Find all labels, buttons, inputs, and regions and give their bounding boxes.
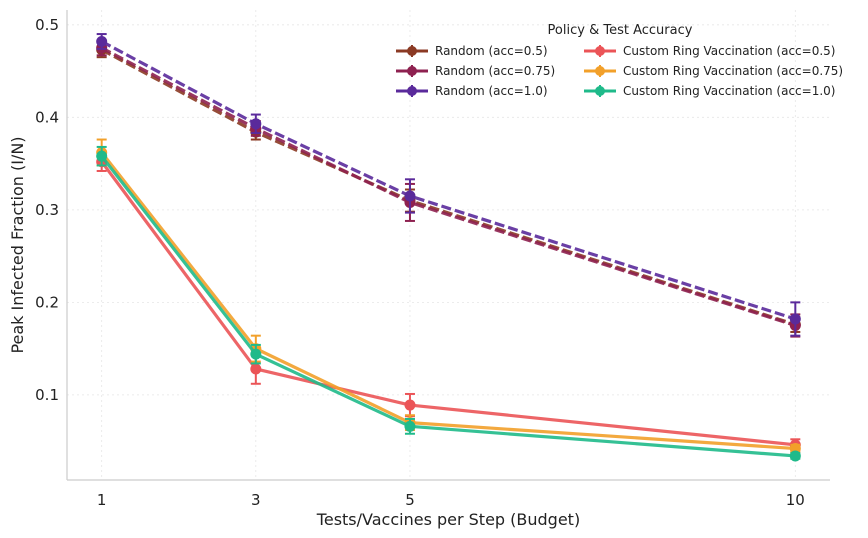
legend-entry-label: Custom Ring Vaccination (acc=1.0): [623, 84, 835, 98]
x-axis-label: Tests/Vaccines per Step (Budget): [316, 510, 580, 529]
legend-title: Policy & Test Accuracy: [548, 23, 693, 38]
legend-swatch-marker: [407, 46, 417, 56]
legend-entry-label: Custom Ring Vaccination (acc=0.75): [623, 64, 843, 78]
legend-swatch-marker: [407, 66, 417, 76]
x-tick-label: 10: [786, 491, 805, 509]
y-tick-label: 0.3: [35, 201, 59, 219]
x-tick-label: 1: [97, 491, 107, 509]
legend-swatch-marker: [407, 86, 417, 96]
axes: 1 3 5 10 0.1 0.2 0.3 0.4 0.5: [35, 10, 830, 509]
x-tick-label: 3: [251, 491, 261, 509]
y-tick-label: 0.1: [35, 386, 59, 404]
data-point: [250, 348, 262, 360]
y-axis-label: Peak Infected Fraction (I/N): [8, 136, 27, 353]
data-point: [96, 35, 108, 47]
data-point: [404, 190, 416, 202]
data-point: [250, 363, 262, 375]
y-tick-label: 0.5: [35, 16, 59, 34]
legend-entry-label: Custom Ring Vaccination (acc=0.5): [623, 44, 835, 58]
legend-swatch-marker: [595, 86, 605, 96]
legend-entry-label: Random (acc=0.5): [435, 44, 548, 58]
data-point: [789, 450, 801, 462]
data-point: [96, 150, 108, 162]
legend-swatch-marker: [595, 46, 605, 56]
data-point: [404, 399, 416, 411]
data-point: [404, 420, 416, 432]
series-line-4: [100, 160, 796, 447]
legend-entry-label: Random (acc=0.75): [435, 64, 555, 78]
data-point: [250, 118, 262, 130]
y-tick-label: 0.4: [35, 108, 59, 126]
legend-entry-label: Random (acc=1.0): [435, 84, 548, 98]
series-line-3: [100, 40, 796, 321]
y-tick-label: 0.2: [35, 293, 59, 311]
series-line-2: [100, 46, 796, 328]
legend-swatch-marker: [595, 66, 605, 76]
series-group: [96, 33, 801, 462]
data-point: [789, 313, 801, 325]
series-line-5: [100, 151, 796, 451]
series-line-6: [100, 155, 796, 458]
x-tick-label: 5: [405, 491, 415, 509]
